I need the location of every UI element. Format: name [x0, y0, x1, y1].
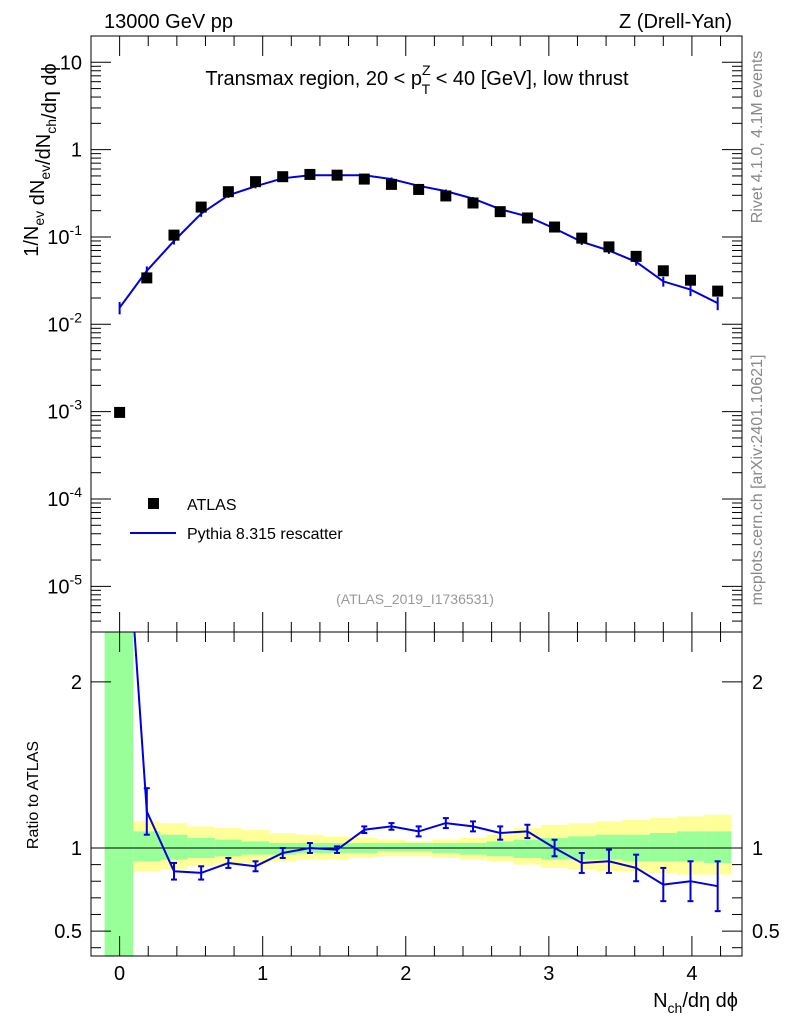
atlas-data-point: [521, 212, 533, 224]
ratio-y-tick-label: 2: [71, 672, 82, 694]
atlas-data-point: [250, 176, 262, 188]
atlas-data-point: [195, 201, 207, 213]
atlas-data-point: [549, 221, 561, 233]
x-tick-label: 2: [400, 963, 411, 985]
header: 13000 GeV pp Z (Drell-Yan): [104, 11, 732, 33]
ratio-panel-frame: [90, 631, 743, 957]
atlas-data-point: [114, 406, 126, 418]
ratio-y-tick-label-right: 1: [752, 838, 763, 860]
main-y-axis-label: 1/Nev dNev/dNch/dη dϕ: [21, 63, 61, 257]
rivet-version-label: Rivet 4.1.0, 4.1M events: [749, 51, 766, 224]
atlas-data-point: [385, 178, 397, 190]
y-tick-label: 10-2: [47, 309, 82, 336]
atlas-data-point: [440, 190, 452, 202]
ratio-stat-uncertainty-band: [649, 833, 677, 862]
main-panel-marks: [114, 168, 724, 418]
atlas-data-point: [684, 274, 696, 286]
x-tick-labels: 0 1 2 3 4: [114, 963, 697, 985]
y-tick-label: 10-4: [47, 484, 82, 511]
ratio-panel: 2 2 1 1 0.5 0.5 0 1 2 3 4 Ratio to ATLAS Nch/dη d…: [25, 631, 780, 1016]
x-tick-label: 3: [543, 963, 554, 985]
legend-atlas-label: ATLAS: [187, 497, 237, 514]
ratio-y-axis-label: Ratio to ATLAS: [25, 741, 42, 849]
main-y-tick-labels: 10 1 10-1 10-2 10-3 10-4 10-5: [47, 52, 82, 598]
ratio-stat-uncertainty-band: [459, 843, 487, 855]
ratio-stat-uncertainty-band: [377, 843, 406, 852]
legend: ATLAS Pythia 8.315 rescatter: [130, 497, 343, 543]
atlas-data-point: [168, 229, 180, 241]
ratio-stat-uncertainty-band: [405, 843, 433, 852]
x-axis-label: Nch/dη dϕ: [653, 990, 738, 1016]
ratio-stat-uncertainty-band: [104, 632, 134, 956]
ratio-panel-marks: [91, 632, 742, 956]
ratio-stat-uncertainty-band: [133, 831, 161, 862]
atlas-data-point: [712, 285, 724, 297]
ratio-stat-uncertainty-band: [704, 831, 732, 863]
ratio-y-tick-labels: 2 2 1 1 0.5 0.5: [54, 672, 780, 943]
ratio-stat-uncertainty-band: [513, 839, 541, 858]
atlas-data-point: [494, 206, 506, 218]
atlas-data-point: [413, 183, 425, 195]
x-tick-label: 0: [114, 963, 125, 985]
pythia-series-line: [118, 174, 719, 309]
atlas-data-point: [467, 197, 479, 209]
plot-title: Transmax region, 20 < pZ T < 40 [GeV], lo…: [205, 62, 629, 97]
analysis-id-label: (ATLAS_2019_I1736531): [336, 591, 494, 607]
main-panel: 10 1 10-1 10-2 10-3 10-4 10-5 Transmax region,…: [21, 35, 743, 633]
y-tick-label: 10-3: [47, 397, 82, 424]
y-tick-label: 10-5: [47, 571, 82, 598]
x-tick-label: 1: [257, 963, 268, 985]
collision-energy-label: 13000 GeV pp: [104, 11, 233, 33]
atlas-data-point: [222, 186, 234, 198]
y-tick-label: 10: [60, 52, 82, 74]
mcplots-label: mcplots.cern.ch [arXiv:2401.10621]: [749, 355, 766, 606]
y-tick-label: 10-1: [47, 222, 82, 249]
ratio-stat-uncertainty-band: [160, 834, 188, 860]
x-tick-label: 4: [686, 963, 697, 985]
atlas-data-point: [358, 173, 370, 185]
atlas-data-point: [603, 241, 615, 253]
atlas-data-point: [576, 232, 588, 244]
atlas-data-point: [331, 169, 343, 181]
main-panel-ticks: [90, 35, 742, 633]
atlas-data-point: [277, 171, 289, 183]
ratio-stat-uncertainty-band: [486, 841, 514, 857]
y-tick-label: 1: [71, 140, 82, 162]
ratio-y-tick-label-right: 0.5: [752, 921, 780, 943]
ratio-stat-uncertainty-band: [676, 831, 705, 862]
atlas-data-point: [304, 168, 316, 180]
legend-pythia-label: Pythia 8.315 rescatter: [187, 526, 343, 543]
ratio-y-tick-label-right: 2: [752, 672, 763, 694]
ratio-y-tick-label: 0.5: [54, 921, 82, 943]
ratio-y-tick-label: 1: [71, 838, 82, 860]
atlas-data-point: [141, 272, 153, 284]
process-label: Z (Drell-Yan): [619, 11, 732, 33]
ratio-panel-ticks: [90, 632, 742, 956]
atlas-data-point: [630, 250, 642, 262]
atlas-data-point: [657, 265, 669, 277]
legend-atlas-marker: [148, 498, 159, 509]
